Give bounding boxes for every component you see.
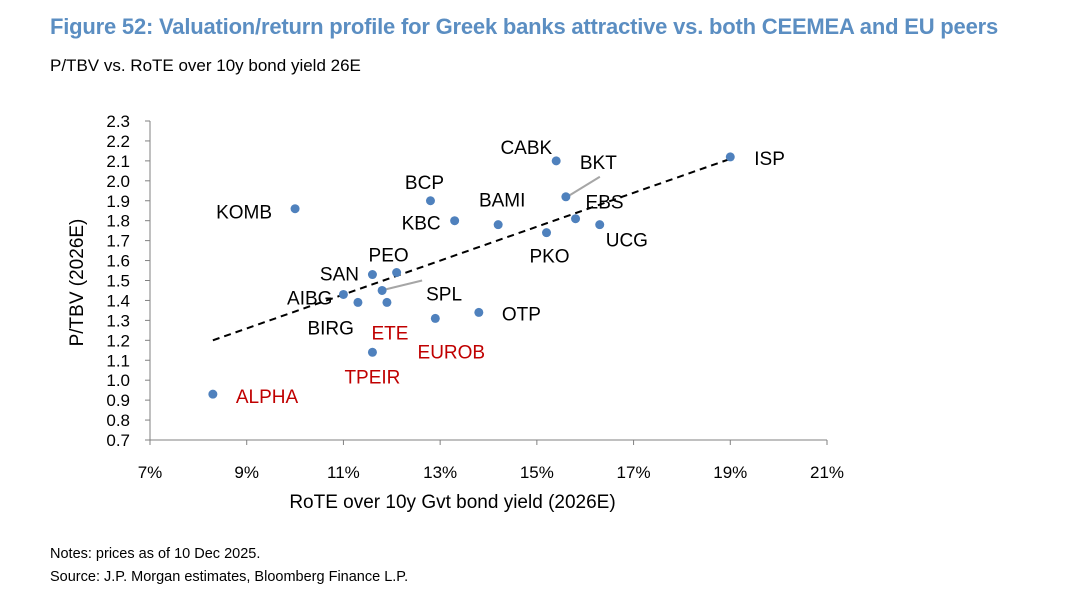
x-tick-label: 9% bbox=[234, 463, 259, 482]
leader-lines-group bbox=[384, 175, 601, 291]
point-label-isp: ISP bbox=[754, 149, 785, 170]
figure-subtitle: P/TBV vs. RoTE over 10y bond yield 26E bbox=[50, 56, 361, 75]
point-label-komb: KOMB bbox=[216, 203, 272, 224]
chart-axes: 0.70.80.91.01.11.21.31.41.51.61.71.81.92… bbox=[106, 112, 844, 482]
point-label-tpeir: TPEIR bbox=[344, 367, 400, 388]
x-tick-label: 7% bbox=[138, 463, 163, 482]
point-label-ebs: EBS bbox=[586, 193, 624, 214]
data-point-ebs bbox=[571, 214, 581, 224]
x-tick-label: 19% bbox=[713, 463, 747, 482]
y-tick-label: 0.7 bbox=[106, 431, 130, 450]
data-point-ucg bbox=[595, 220, 605, 230]
data-point-peo bbox=[392, 268, 402, 278]
point-label-bcp: BCP bbox=[405, 173, 444, 194]
y-tick-label: 2.1 bbox=[106, 152, 130, 171]
point-labels-group: ISP CABK BKT BCP KOMB BAMI EBS KBC UCG PKO PEO SAN S… bbox=[216, 138, 785, 408]
point-label-birg: BIRG bbox=[307, 318, 353, 339]
y-tick-label: 1.3 bbox=[106, 311, 130, 330]
x-tick-label: 17% bbox=[617, 463, 651, 482]
x-tick-label: 13% bbox=[423, 463, 457, 482]
data-point-alpha bbox=[208, 389, 218, 399]
point-label-bami: BAMI bbox=[479, 191, 525, 212]
point-label-ucg: UCG bbox=[606, 231, 648, 252]
trendline bbox=[212, 157, 731, 342]
point-label-kbc: KBC bbox=[402, 214, 441, 235]
figure-title: Figure 52: Valuation/return profile for … bbox=[50, 14, 999, 39]
data-point-otp bbox=[474, 307, 484, 317]
data-point-isp bbox=[725, 152, 735, 162]
y-tick-label: 1.1 bbox=[106, 351, 130, 370]
y-tick-label: 0.9 bbox=[106, 391, 130, 410]
y-tick-label: 1.2 bbox=[106, 331, 130, 350]
y-tick-label: 2.0 bbox=[106, 172, 130, 191]
data-point-bcp bbox=[425, 196, 435, 206]
x-tick-label: 11% bbox=[327, 463, 360, 482]
x-tick-label: 15% bbox=[520, 463, 554, 482]
data-point-ete bbox=[382, 297, 392, 307]
point-label-alpha: ALPHA bbox=[236, 387, 299, 408]
data-point-birg bbox=[353, 297, 363, 307]
y-tick-label: 1.7 bbox=[106, 232, 130, 251]
data-point-bkt bbox=[561, 192, 571, 202]
point-label-ete: ETE bbox=[371, 323, 408, 344]
data-point-spl bbox=[377, 285, 387, 295]
x-axis-title: RoTE over 10y Gvt bond yield (2026E) bbox=[289, 492, 615, 513]
point-label-spl: SPL bbox=[426, 284, 462, 305]
y-tick-label: 1.9 bbox=[106, 192, 130, 211]
data-points-group bbox=[208, 152, 735, 399]
data-point-eurob bbox=[430, 313, 440, 323]
y-tick-label: 2.3 bbox=[106, 112, 130, 131]
notes-block: Notes: prices as of 10 Dec 2025. Source:… bbox=[50, 543, 408, 589]
x-tick-label: 21% bbox=[810, 463, 844, 482]
data-point-bami bbox=[493, 220, 503, 230]
data-point-cabk bbox=[551, 156, 561, 166]
y-tick-label: 1.6 bbox=[106, 252, 130, 271]
source-line: Source: J.P. Morgan estimates, Bloomberg… bbox=[50, 569, 409, 585]
point-label-aibg: AIBG bbox=[287, 288, 332, 309]
notes-line: Notes: prices as of 10 Dec 2025. bbox=[50, 546, 261, 562]
point-label-eurob: EUROB bbox=[418, 342, 486, 363]
data-point-san bbox=[367, 270, 377, 280]
y-tick-label: 2.2 bbox=[106, 132, 130, 151]
data-point-pko bbox=[542, 228, 552, 238]
y-tick-label: 1.8 bbox=[106, 212, 130, 231]
data-point-aibg bbox=[338, 289, 348, 299]
y-tick-label: 1.0 bbox=[106, 371, 130, 390]
leader-line-bkt bbox=[568, 175, 601, 197]
scatter-chart: 0.70.80.91.01.11.21.31.41.51.61.71.81.92… bbox=[67, 112, 844, 513]
trendline-group bbox=[212, 157, 731, 342]
y-tick-label: 1.5 bbox=[106, 272, 130, 291]
y-tick-label: 0.8 bbox=[106, 411, 130, 430]
point-label-bkt: BKT bbox=[580, 153, 617, 174]
point-label-pko: PKO bbox=[529, 247, 569, 268]
y-axis-title: P/TBV (2026E) bbox=[67, 219, 88, 347]
data-point-kbc bbox=[450, 216, 460, 226]
point-label-san: SAN bbox=[320, 265, 359, 286]
leader-line-spl bbox=[384, 279, 423, 291]
point-label-otp: OTP bbox=[502, 304, 541, 325]
y-tick-label: 1.4 bbox=[106, 291, 130, 310]
data-point-komb bbox=[290, 204, 300, 214]
data-point-tpeir bbox=[367, 347, 377, 357]
point-label-peo: PEO bbox=[369, 246, 409, 267]
point-label-cabk: CABK bbox=[500, 138, 552, 159]
